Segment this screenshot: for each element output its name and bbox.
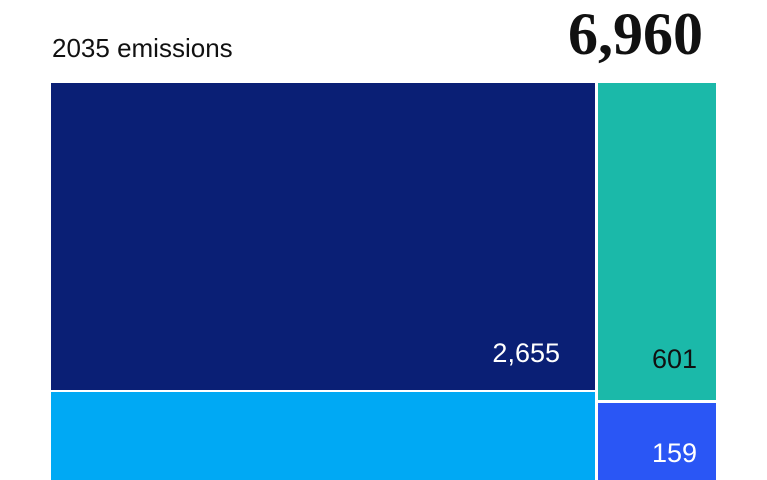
total: 6,960 [568,1,703,67]
value-label: 159 [652,438,697,468]
value-label: 2,655 [492,338,560,368]
treemap-cell [598,83,716,400]
treemap-cell [51,83,595,390]
treemap-cell [598,403,716,480]
chart-title: 2035 emissions [52,33,233,63]
value-label: 601 [652,344,697,374]
treemap-cell [51,392,595,480]
